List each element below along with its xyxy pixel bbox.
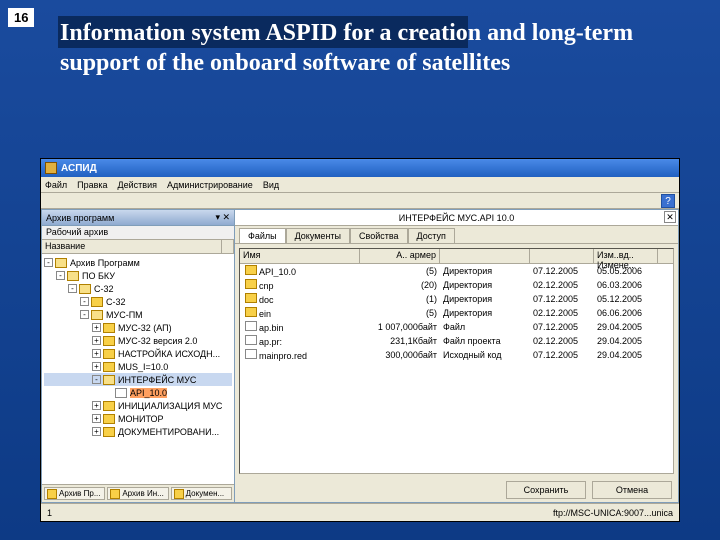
folder-icon: [103, 349, 115, 359]
file-list: Имя А.. армер Изм..вд.. Измене.. API_10.…: [239, 248, 674, 474]
toolbar: ?: [41, 193, 679, 209]
folder-icon: [103, 323, 115, 333]
status-right: ftp://MSC-UNICA:9007...unica: [553, 508, 673, 518]
folder-icon: [245, 265, 257, 275]
folder-open-icon: [67, 271, 79, 281]
left-pane-controls[interactable]: ▾ ✕: [215, 212, 230, 223]
window-title: АСПИД: [61, 163, 675, 174]
buttons-row: Сохранить Отмена: [235, 478, 678, 502]
tab-documents[interactable]: Документы: [286, 228, 350, 243]
tab-properties[interactable]: Свойства: [350, 228, 408, 243]
folder-open-icon: [91, 310, 103, 320]
file-rows[interactable]: API_10.0(5)Директория07.12.200505.05.200…: [240, 264, 673, 473]
folder-icon: [103, 336, 115, 346]
right-pane-title: ИНТЕРФЕЙС МУС.API 10.0 ✕: [235, 210, 678, 226]
tab-access[interactable]: Доступ: [408, 228, 455, 243]
left-column-header: Название: [42, 240, 234, 254]
menu-edit[interactable]: Правка: [77, 180, 107, 190]
tree-row[interactable]: +МUS_I=10.0: [44, 360, 232, 373]
tree-row[interactable]: -С-32: [44, 295, 232, 308]
file-icon: [245, 335, 257, 345]
tree-row[interactable]: +МУС-32 (АП): [44, 321, 232, 334]
bottom-tab-archive-prog[interactable]: Архив Пр...: [44, 487, 105, 500]
table-row[interactable]: ap.bin1 007,000байтФайл07.12.200529.04.2…: [240, 320, 673, 334]
titlebar: АСПИД: [41, 159, 679, 177]
folder-icon: [103, 414, 115, 424]
tree-row[interactable]: -ПО БКУ: [44, 269, 232, 282]
folder-icon: [91, 297, 103, 307]
bottom-tab-archive-info[interactable]: Архив Ин...: [107, 487, 168, 500]
help-icon[interactable]: ?: [661, 194, 675, 208]
col-date1[interactable]: [530, 249, 594, 263]
tab-files[interactable]: Файлы: [239, 228, 286, 243]
col-filename[interactable]: Имя: [240, 249, 360, 263]
tree-row[interactable]: +ДОКУМЕНТИРОВАНИ...: [44, 425, 232, 438]
app-window: АСПИД Файл Правка Действия Администриров…: [40, 158, 680, 522]
close-icon[interactable]: ✕: [664, 211, 676, 223]
folder-open-icon: [55, 258, 67, 268]
file-icon: [115, 388, 127, 398]
tree-row[interactable]: +ИНИЦИАЛИЗАЦИЯ МУС: [44, 399, 232, 412]
bottom-tab-documents[interactable]: Докумен...: [171, 487, 232, 500]
table-row[interactable]: ap.pr:231,1КбайтФайл проекта02.12.200529…: [240, 334, 673, 348]
folder-open-icon: [103, 375, 115, 385]
col-date2[interactable]: Изм..вд.. Измене..: [594, 249, 658, 263]
folder-icon: [103, 362, 115, 372]
folder-icon: [245, 279, 257, 289]
tree-row[interactable]: -ИНТЕРФЕЙС МУС: [44, 373, 232, 386]
folder-icon: [103, 401, 115, 411]
left-bottom-tabs: Архив Пр... Архив Ин... Докумен...: [42, 484, 234, 502]
col-type[interactable]: [440, 249, 530, 263]
col-scroll: [222, 240, 234, 253]
menu-admin[interactable]: Администрирование: [167, 180, 253, 190]
tree-row[interactable]: +МУС-32 версия 2.0: [44, 334, 232, 347]
menu-view[interactable]: Вид: [263, 180, 279, 190]
left-pane-title: Архив программ: [46, 213, 114, 223]
tree[interactable]: -Архив Программ-ПО БКУ-С-32-С-32-МУС-ПМ+…: [42, 254, 234, 484]
folder-open-icon: [79, 284, 91, 294]
slide-number: 16: [8, 8, 34, 27]
file-icon: [245, 321, 257, 331]
save-button[interactable]: Сохранить: [506, 481, 586, 499]
left-pane-subheader: Рабочий архив: [42, 226, 234, 240]
right-pane: ИНТЕРФЕЙС МУС.API 10.0 ✕ Файлы Документы…: [235, 209, 679, 503]
tree-row[interactable]: +НАСТРОЙКА ИСХОДН...: [44, 347, 232, 360]
left-pane: Архив программ ▾ ✕ Рабочий архив Названи…: [41, 209, 235, 503]
slide-title: Information system ASPID for a creation …: [60, 18, 680, 78]
table-row[interactable]: doc(1)Директория07.12.200505.12.2005: [240, 292, 673, 306]
app-icon: [45, 162, 57, 174]
left-pane-header: Архив программ ▾ ✕: [42, 210, 234, 226]
table-row[interactable]: API_10.0(5)Директория07.12.200505.05.200…: [240, 264, 673, 278]
folder-icon: [103, 427, 115, 437]
workspace: Архив программ ▾ ✕ Рабочий архив Названи…: [41, 209, 679, 503]
statusbar: 1 ftp://MSC-UNICA:9007...unica: [41, 503, 679, 521]
menu-file[interactable]: Файл: [45, 180, 67, 190]
cancel-button[interactable]: Отмена: [592, 481, 672, 499]
table-row[interactable]: ein(5)Директория02.12.200506.06.2006: [240, 306, 673, 320]
tree-row[interactable]: -С-32: [44, 282, 232, 295]
tabs-row: Файлы Документы Свойства Доступ: [235, 226, 678, 244]
col-size[interactable]: А.. армер: [360, 249, 440, 263]
table-row[interactable]: cnp(20)Директория02.12.200506.03.2006: [240, 278, 673, 292]
table-row[interactable]: mainpro.red300,000байтИсходный код07.12.…: [240, 348, 673, 362]
tree-row[interactable]: API_10.0: [44, 386, 232, 399]
menubar: Файл Правка Действия Администрирование В…: [41, 177, 679, 193]
tree-row[interactable]: -МУС-ПМ: [44, 308, 232, 321]
file-list-header: Имя А.. армер Изм..вд.. Измене..: [240, 249, 673, 264]
col-name[interactable]: Название: [42, 240, 222, 253]
tree-row[interactable]: -Архив Программ: [44, 256, 232, 269]
tree-row[interactable]: +МОНИТОР: [44, 412, 232, 425]
folder-icon: [245, 293, 257, 303]
menu-actions[interactable]: Действия: [118, 180, 157, 190]
folder-icon: [245, 307, 257, 317]
file-icon: [245, 349, 257, 359]
status-left: 1: [47, 508, 52, 518]
